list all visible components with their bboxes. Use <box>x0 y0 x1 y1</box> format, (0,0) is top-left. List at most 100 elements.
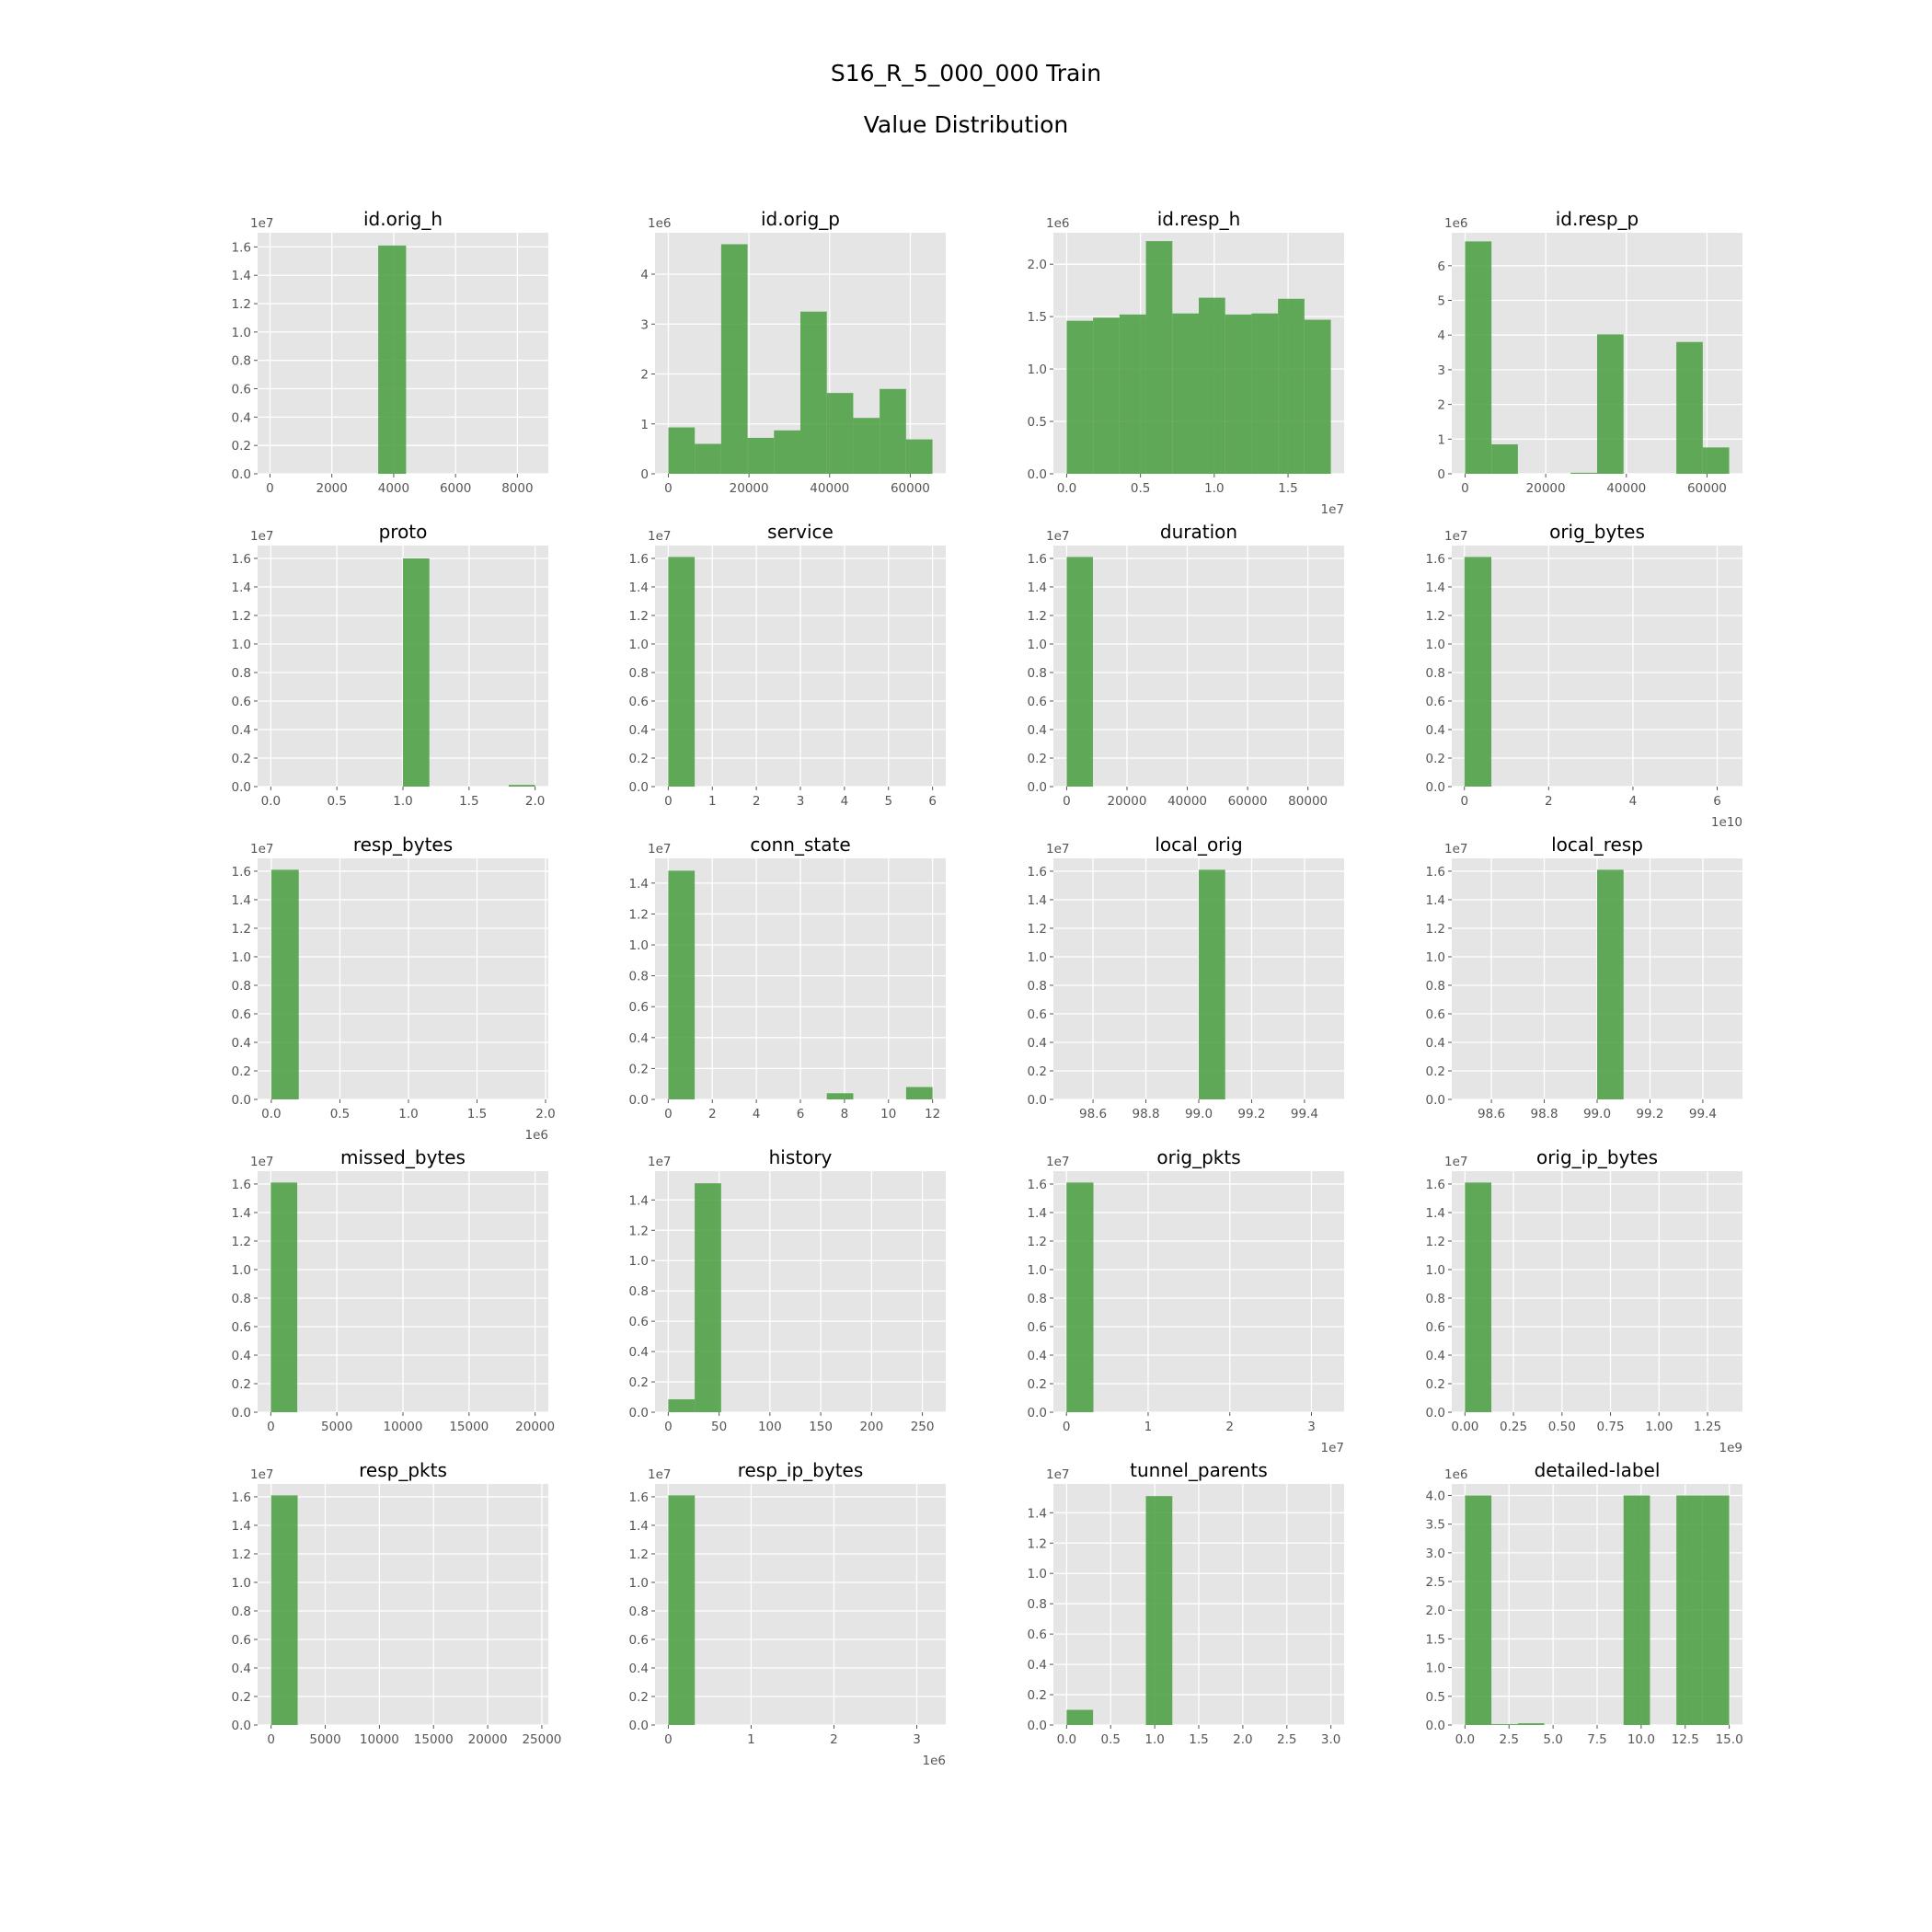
y-tick-label: 1.2 <box>1028 1235 1047 1249</box>
x-tick-label: 98.8 <box>1531 1107 1558 1121</box>
histogram-bar <box>1570 472 1597 474</box>
panel-detailed-label: 0.0 0.5 1.0 1.5 2.0 2.5 3.0 3.5 4.0 0.0 2.5 5.0 7.5 1… <box>1426 1459 1743 1747</box>
y-tick-label: 0.4 <box>629 1345 649 1360</box>
figure-subtitle: Value Distribution <box>864 111 1068 138</box>
x-tick-label: 40000 <box>1167 794 1207 809</box>
panel-title: id.orig_h <box>363 208 443 230</box>
y-tick-label: 0.6 <box>1028 1627 1047 1642</box>
x-tick-label: 1.5 <box>467 1107 487 1121</box>
x-tick-label: 15.0 <box>1716 1732 1743 1747</box>
y-offset-label: 1e6 <box>1444 1467 1467 1482</box>
x-tick-label: 40000 <box>810 481 849 496</box>
y-tick-label: 1.0 <box>1028 638 1047 652</box>
y-offset-label: 1e7 <box>250 842 273 857</box>
y-tick-label: 1.2 <box>232 1235 251 1249</box>
y-tick-label: 1.0 <box>629 638 649 652</box>
x-tick-label: 7.5 <box>1587 1732 1606 1747</box>
histogram-bar <box>270 869 299 1099</box>
panel-local-orig: 0.0 0.2 0.4 0.6 0.8 1.0 1.2 1.4 1.6 98.6 98.8 99.0 9… <box>1028 834 1344 1121</box>
panel-service: 0.0 0.2 0.4 0.6 0.8 1.0 1.2 1.4 1.6 0 1 2 3 4 5 6 servic… <box>629 521 946 809</box>
histogram-bar <box>880 388 906 474</box>
y-tick-label: 0.2 <box>232 439 251 454</box>
histogram-bar <box>668 870 696 1099</box>
y-tick-label: 0.8 <box>629 1284 649 1299</box>
panel-tunnel-parents: 0.0 0.2 0.4 0.6 0.8 1.0 1.2 1.4 0.0 0.5 1.0 1.5 2.0 2… <box>1028 1459 1344 1747</box>
histogram-bar <box>1304 319 1331 474</box>
histogram-bar <box>1145 1496 1173 1725</box>
y-offset-label: 1e7 <box>250 1155 273 1169</box>
y-offset-label: 1e7 <box>1046 1155 1069 1169</box>
y-tick-label: 0.0 <box>1028 1719 1047 1733</box>
y-tick-label: 1.0 <box>1028 362 1047 377</box>
panel-id-orig-h: 0.0 0.2 0.4 0.6 0.8 1.0 1.2 1.4 1.6 0 2000 4000 6000… <box>232 208 548 496</box>
x-offset-label: 1e6 <box>525 1128 548 1143</box>
y-tick-label: 1.2 <box>1028 922 1047 937</box>
y-tick-label: 3 <box>1437 363 1445 378</box>
x-tick-label: 4 <box>841 794 849 809</box>
panel-id-resp-h: 0.0 0.5 1.0 1.5 2.0 0.0 0.5 1.0 1.5 id.resp_h 1e6 1… <box>1028 208 1344 517</box>
y-tick-label: 1.0 <box>232 1576 251 1591</box>
y-tick-label: 3.5 <box>1426 1518 1445 1533</box>
plot-area-resp-pkts <box>258 1484 548 1725</box>
histogram-bar <box>1676 1495 1703 1725</box>
panel-proto: 0.0 0.2 0.4 0.6 0.8 1.0 1.2 1.4 1.6 0.0 0.5 1.0 1.5 2… <box>232 521 548 809</box>
x-tick-label: 2.5 <box>1500 1732 1519 1747</box>
x-tick-label: 20000 <box>730 481 769 496</box>
histogram-bar <box>1465 241 1492 474</box>
x-tick-label: 1.5 <box>1278 481 1297 496</box>
x-tick-label: 60000 <box>891 481 930 496</box>
histogram-bar <box>1066 1182 1094 1412</box>
x-tick-label: 2 <box>1225 1420 1234 1434</box>
y-tick-label: 1.4 <box>232 1519 251 1534</box>
x-tick-label: 0.0 <box>1057 1732 1076 1747</box>
x-tick-label: 98.8 <box>1133 1107 1160 1121</box>
panel-title: missed_bytes <box>340 1146 466 1168</box>
x-tick-label: 2 <box>708 1107 717 1121</box>
y-tick-label: 1.2 <box>1426 1235 1445 1249</box>
y-tick-label: 1.0 <box>629 1576 649 1591</box>
y-tick-label: 0.0 <box>629 1719 649 1733</box>
y-tick-label: 1.6 <box>232 1178 251 1192</box>
panel-title: resp_ip_bytes <box>738 1459 864 1481</box>
y-tick-label: 0.2 <box>629 1062 649 1076</box>
y-tick-label: 1.4 <box>232 269 251 283</box>
y-tick-label: 1.0 <box>1426 1263 1445 1278</box>
y-tick-label: 0.0 <box>232 1719 251 1733</box>
histogram-bar <box>378 245 407 474</box>
x-tick-label: 3 <box>913 1732 921 1747</box>
histogram-bar <box>668 427 696 474</box>
x-tick-label: 80000 <box>1288 794 1328 809</box>
y-tick-label: 1.6 <box>1426 552 1445 567</box>
histogram-bar <box>1145 241 1173 474</box>
histogram-bar <box>668 1398 696 1412</box>
x-tick-label: 0 <box>664 794 673 809</box>
x-tick-label: 0 <box>267 1732 275 1747</box>
x-tick-label: 150 <box>809 1420 833 1434</box>
panel-conn-state: 0.0 0.2 0.4 0.6 0.8 1.0 1.2 1.4 0 2 4 6 8 10 12 conn_st… <box>629 834 946 1121</box>
histogram-bar <box>1491 443 1518 474</box>
x-tick-label: 6 <box>928 794 937 809</box>
panel-resp-pkts: 0.0 0.2 0.4 0.6 0.8 1.0 1.2 1.4 1.6 0 5000 10000 150… <box>232 1459 562 1747</box>
panel-orig-ip-bytes: 0.0 0.2 0.4 0.6 0.8 1.0 1.2 1.4 1.6 0.00 0.25 0.50 0… <box>1426 1146 1742 1455</box>
x-tick-label: 0.25 <box>1500 1420 1527 1434</box>
x-tick-label: 0.00 <box>1451 1420 1478 1434</box>
x-tick-label: 6000 <box>440 481 471 496</box>
x-tick-label: 1.0 <box>1204 481 1224 496</box>
x-tick-label: 1.25 <box>1694 1420 1721 1434</box>
plot-area-orig-ip-bytes <box>1452 1171 1742 1412</box>
y-tick-label: 1.2 <box>1028 609 1047 624</box>
panel-title: orig_bytes <box>1549 521 1645 543</box>
y-tick-label: 0.6 <box>1028 1320 1047 1335</box>
x-tick-label: 0 <box>1063 794 1071 809</box>
x-tick-label: 0.50 <box>1548 1420 1576 1434</box>
histogram-bar <box>508 785 535 787</box>
panel-resp-bytes: 0.0 0.2 0.4 0.6 0.8 1.0 1.2 1.4 1.6 0.0 0.5 1.0 1.5 2… <box>232 834 556 1143</box>
y-tick-label: 0.2 <box>629 1375 649 1390</box>
y-tick-label: 0.2 <box>629 1690 649 1705</box>
histogram-bar <box>1278 298 1305 474</box>
y-tick-label: 1.4 <box>232 893 251 908</box>
y-tick-label: 0.4 <box>629 1662 649 1676</box>
y-tick-label: 2.5 <box>1426 1575 1445 1590</box>
y-tick-label: 0.8 <box>232 979 251 994</box>
x-tick-label: 0.75 <box>1597 1420 1625 1434</box>
